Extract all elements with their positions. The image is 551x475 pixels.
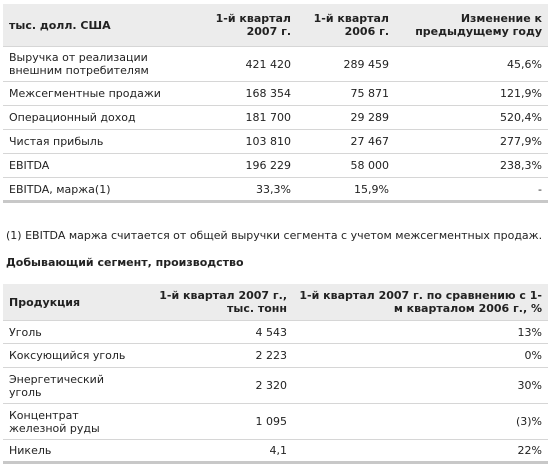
row-label: Межсегментные продажи xyxy=(3,81,183,106)
product-name: Энергетический уголь xyxy=(3,367,143,404)
cell-change: 520,4% xyxy=(395,105,548,130)
cell-volume: 4,1 xyxy=(143,439,293,464)
table-row: Межсегментные продажи 168 354 75 871 121… xyxy=(3,81,548,106)
column-header-product: Продукция xyxy=(3,284,143,321)
table-header-row: Продукция 1-й квартал 2007 г., тыс. тонн… xyxy=(3,284,548,321)
row-label: EBITDA, маржа(1) xyxy=(3,177,183,203)
cell-volume: 2 223 xyxy=(143,343,293,368)
cell-volume: 1 095 xyxy=(143,403,293,440)
cell-q1-2007: 421 420 xyxy=(183,46,297,82)
table-row: EBITDA, маржа(1) 33,3% 15,9% - xyxy=(3,177,548,203)
cell-q1-2006: 15,9% xyxy=(297,177,395,203)
footnote: (1) EBITDA маржа считается от общей выру… xyxy=(6,229,543,242)
column-header-yoy-change: 1-й квартал 2007 г. по сравнению с 1-м к… xyxy=(293,284,548,321)
cell-yoy-change: 13% xyxy=(293,320,548,344)
column-header-q1-2007: 1-й квартал 2007 г. xyxy=(183,4,297,47)
table-row: Выручка от реализации внешним потребител… xyxy=(3,46,548,82)
cell-q1-2007: 168 354 xyxy=(183,81,297,106)
row-label: EBITDA xyxy=(3,153,183,178)
section-title: Добывающий сегмент, производство xyxy=(6,256,244,269)
product-name: Концентрат железной руды xyxy=(3,403,143,440)
column-header-q1-2006: 1-й квартал 2006 г. xyxy=(297,4,395,47)
cell-q1-2006: 75 871 xyxy=(297,81,395,106)
cell-q1-2007: 181 700 xyxy=(183,105,297,130)
cell-q1-2007: 33,3% xyxy=(183,177,297,203)
cell-change: 277,9% xyxy=(395,129,548,154)
cell-q1-2006: 289 459 xyxy=(297,46,395,82)
table-row: Уголь 4 543 13% xyxy=(3,320,548,344)
row-label: Выручка от реализации внешним потребител… xyxy=(3,46,183,82)
cell-change: 238,3% xyxy=(395,153,548,178)
cell-q1-2007: 103 810 xyxy=(183,129,297,154)
cell-yoy-change: 0% xyxy=(293,343,548,368)
cell-q1-2007: 196 229 xyxy=(183,153,297,178)
product-name: Уголь xyxy=(3,320,143,344)
table-row: EBITDA 196 229 58 000 238,3% xyxy=(3,153,548,178)
cell-volume: 4 543 xyxy=(143,320,293,344)
cell-yoy-change: (3)% xyxy=(293,403,548,440)
table-row: Коксующийся уголь 2 223 0% xyxy=(3,343,548,368)
production-table: Продукция 1-й квартал 2007 г., тыс. тонн… xyxy=(3,284,548,464)
cell-yoy-change: 30% xyxy=(293,367,548,404)
row-label: Чистая прибыль xyxy=(3,129,183,154)
table-row: Никель 4,1 22% xyxy=(3,439,548,464)
column-header-change: Изменение к предыдущему году xyxy=(395,4,548,47)
cell-change: 45,6% xyxy=(395,46,548,82)
column-header-currency: тыс. долл. США xyxy=(3,4,183,47)
cell-yoy-change: 22% xyxy=(293,439,548,464)
product-name: Никель xyxy=(3,439,143,464)
table-row: Энергетический уголь 2 320 30% xyxy=(3,367,548,404)
column-header-volume: 1-й квартал 2007 г., тыс. тонн xyxy=(143,284,293,321)
table-row: Чистая прибыль 103 810 27 467 277,9% xyxy=(3,129,548,154)
cell-q1-2006: 29 289 xyxy=(297,105,395,130)
cell-change: - xyxy=(395,177,548,203)
cell-q1-2006: 58 000 xyxy=(297,153,395,178)
table-row: Операционный доход 181 700 29 289 520,4% xyxy=(3,105,548,130)
row-label: Операционный доход xyxy=(3,105,183,130)
table-row: Концентрат железной руды 1 095 (3)% xyxy=(3,403,548,440)
cell-change: 121,9% xyxy=(395,81,548,106)
cell-volume: 2 320 xyxy=(143,367,293,404)
financial-results-table: тыс. долл. США 1-й квартал 2007 г. 1-й к… xyxy=(3,4,548,203)
table-header-row: тыс. долл. США 1-й квартал 2007 г. 1-й к… xyxy=(3,4,548,47)
product-name: Коксующийся уголь xyxy=(3,343,143,368)
cell-q1-2006: 27 467 xyxy=(297,129,395,154)
